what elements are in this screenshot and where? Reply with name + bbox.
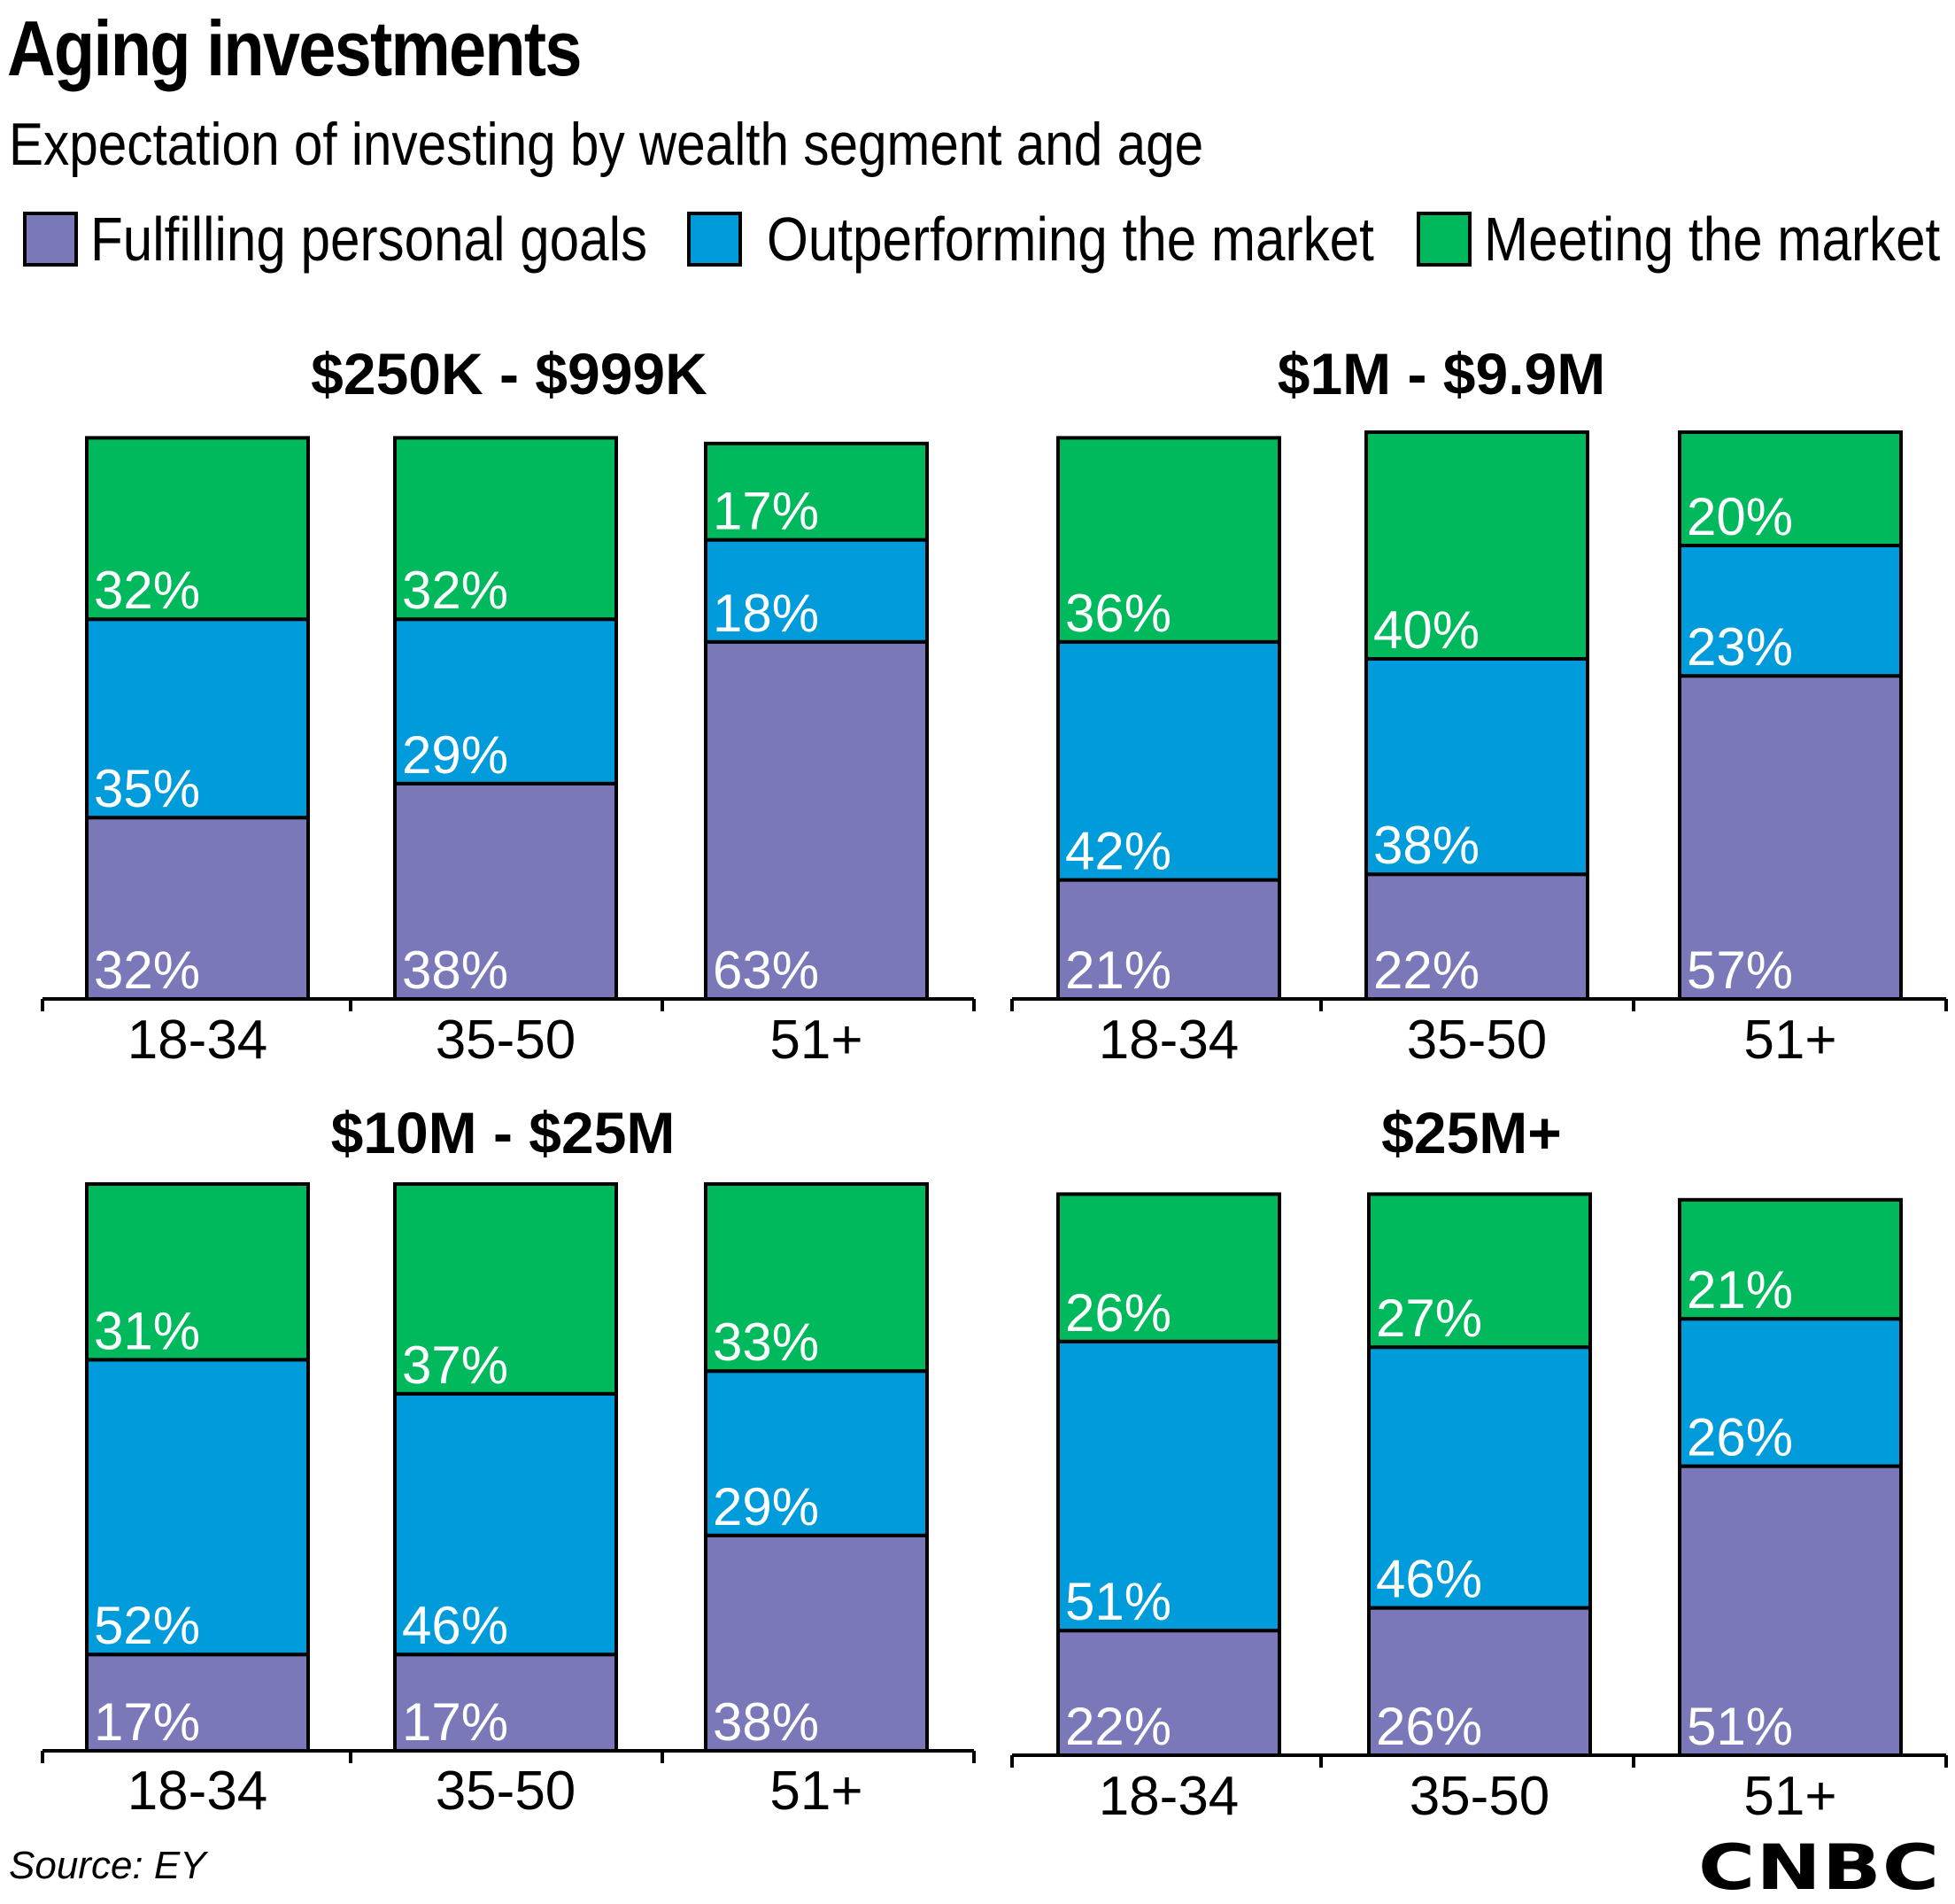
bar-segment-meeting: [85, 1182, 310, 1362]
x-tick-label: 51+: [1743, 1010, 1836, 1071]
x-tick-label: 35-50: [436, 1761, 576, 1822]
bar-data-label: 26%: [1065, 1283, 1171, 1343]
bar-data-label: 20%: [1687, 487, 1793, 546]
bar-data-label: 36%: [1065, 584, 1171, 643]
bar-data-label: 32%: [94, 561, 200, 620]
bar-data-label: 40%: [1373, 600, 1480, 660]
bar-data-label: 42%: [1065, 822, 1171, 881]
bar-data-label: 32%: [402, 561, 508, 620]
bar-segment-outperforming: [704, 1369, 929, 1537]
bar-data-label: 51%: [1687, 1697, 1793, 1756]
legend-label-fulfilling: Fulfilling personal goals: [90, 205, 648, 274]
bar-segment-fulfilling: [85, 1652, 310, 1753]
bar-data-label: 29%: [402, 725, 508, 785]
bar-data-label: 57%: [1687, 940, 1793, 1000]
x-tick-label: 51+: [769, 1010, 862, 1071]
bar-data-label: 38%: [402, 940, 508, 1000]
bar-segment-outperforming: [85, 617, 310, 820]
bar-data-label: 18%: [713, 584, 819, 643]
panel-title: $250K - $999K: [311, 341, 707, 406]
bar-segment-outperforming: [1056, 639, 1281, 882]
bar-data-label: 32%: [94, 940, 200, 1000]
bar-segment-meeting: [1056, 436, 1281, 644]
bar-data-label: 31%: [94, 1301, 200, 1360]
bar-data-label: 33%: [713, 1312, 819, 1372]
bar-segment-outperforming: [1678, 1317, 1903, 1468]
bar-data-label: 21%: [1687, 1260, 1793, 1320]
chart-title: Aging investments: [7, 4, 583, 92]
bar-segment-fulfilling: [1056, 878, 1281, 1001]
panel-title: $1M - $9.9M: [1278, 341, 1605, 406]
bar-data-label: 17%: [402, 1692, 508, 1752]
panel-title: $25M+: [1381, 1100, 1562, 1165]
bar-data-label: 35%: [94, 759, 200, 818]
bar-segment-fulfilling: [1056, 1629, 1281, 1757]
bar-segment-outperforming: [1367, 1345, 1592, 1610]
bar-segment-meeting: [393, 436, 618, 622]
bar-segment-meeting: [393, 1182, 618, 1396]
x-tick-label: 18-34: [1099, 1766, 1240, 1827]
source-note: Source: EY: [9, 1844, 206, 1887]
panel-title: $10M - $25M: [331, 1100, 676, 1165]
legend-item-meeting: Meeting the market: [1417, 205, 1955, 274]
x-tick-label: 18-34: [128, 1761, 268, 1822]
bar-segment-meeting: [1056, 1192, 1281, 1343]
legend-swatch-meeting: [1417, 212, 1472, 267]
x-tick-label: 35-50: [1410, 1766, 1550, 1827]
bar-data-label: 38%: [1373, 816, 1480, 875]
bar-segment-fulfilling: [1367, 1606, 1592, 1757]
bar-data-label: 46%: [402, 1596, 508, 1655]
bar-data-label: 51%: [1065, 1572, 1171, 1631]
bar-segment-outperforming: [393, 1391, 618, 1657]
legend-label-meeting: Meeting the market: [1484, 205, 1941, 274]
bar-data-label: 22%: [1373, 940, 1480, 1000]
bar-segment-fulfilling: [704, 639, 929, 1001]
bar-data-label: 17%: [94, 1692, 200, 1752]
bar-data-label: 38%: [713, 1692, 819, 1752]
x-tick-label: 35-50: [436, 1010, 576, 1071]
bar-segment-outperforming: [393, 617, 618, 786]
cnbc-logo: CNBC: [1698, 1831, 1941, 1904]
bar-data-label: 63%: [713, 940, 819, 1000]
bar-segment-meeting: [1364, 430, 1589, 661]
x-tick-label: 51+: [1743, 1766, 1836, 1827]
legend-swatch-outperforming: [687, 212, 742, 267]
bar-segment-outperforming: [704, 538, 929, 644]
legend-item-outperforming: Outperforming the market: [687, 205, 1473, 274]
bar-segment-meeting: [1367, 1192, 1592, 1350]
x-tick-label: 35-50: [1407, 1010, 1548, 1071]
bar-segment-outperforming: [1056, 1339, 1281, 1633]
bar-data-label: 23%: [1687, 617, 1793, 677]
x-tick-label: 18-34: [128, 1010, 268, 1071]
bar-segment-fulfilling: [393, 1652, 618, 1753]
bar-segment-fulfilling: [1678, 674, 1903, 1001]
legend-swatch-fulfilling: [23, 212, 78, 267]
bar-segment-outperforming: [1364, 657, 1589, 877]
bar-data-label: 21%: [1065, 940, 1171, 1000]
bar-data-label: 29%: [713, 1477, 819, 1536]
legend-label-outperforming: Outperforming the market: [767, 205, 1374, 274]
bar-data-label: 46%: [1376, 1550, 1482, 1609]
bar-data-label: 26%: [1376, 1697, 1482, 1756]
bar-segment-outperforming: [1678, 544, 1903, 678]
bar-data-label: 52%: [94, 1596, 200, 1655]
bar-segment-fulfilling: [85, 816, 310, 1002]
bar-data-label: 22%: [1065, 1697, 1171, 1756]
bar-segment-meeting: [1678, 1197, 1903, 1321]
legend-item-fulfilling: Fulfilling personal goals: [23, 205, 738, 274]
bar-data-label: 26%: [1687, 1408, 1793, 1467]
x-tick-label: 51+: [769, 1761, 862, 1822]
bar-segment-outperforming: [85, 1358, 310, 1657]
bar-segment-meeting: [85, 436, 310, 622]
bar-data-label: 27%: [1376, 1289, 1482, 1348]
bar-segment-meeting: [704, 1182, 929, 1374]
bar-segment-meeting: [704, 441, 929, 542]
x-tick-label: 18-34: [1099, 1010, 1240, 1071]
bar-data-label: 17%: [713, 482, 819, 541]
bar-segment-meeting: [1678, 430, 1903, 547]
chart-subtitle: Expectation of investing by wealth segme…: [9, 111, 1204, 178]
bar-data-label: 37%: [402, 1335, 508, 1395]
